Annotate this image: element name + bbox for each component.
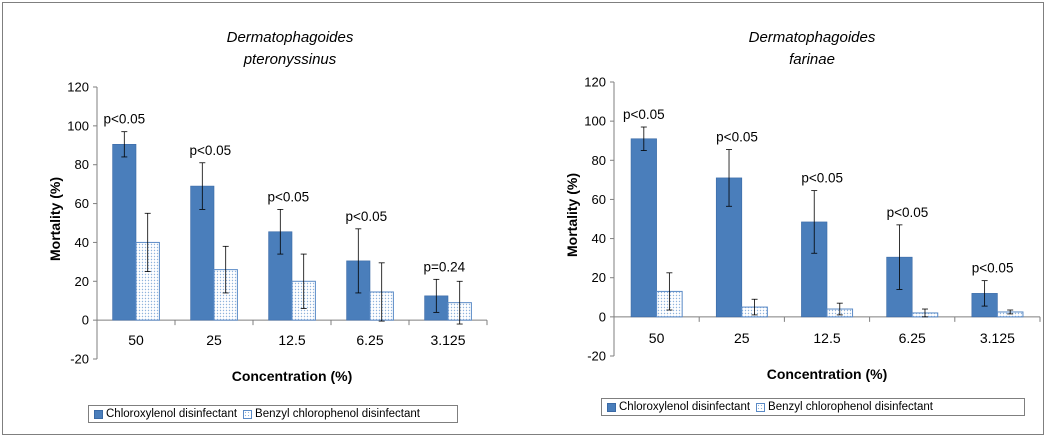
chart2-title-line: Dermatophagoides (749, 29, 876, 46)
chart2-category-label: 6.25 (899, 330, 926, 346)
chart2-y-tick-label: -20 (587, 349, 606, 364)
chart2-p-value-label: p<0.05 (716, 130, 758, 145)
legend-right: Chloroxylenol disinfectant Benzyl chloro… (601, 398, 1025, 416)
legend-label-benzyl: Benzyl chlorophenol disinfectant (255, 408, 420, 420)
chart1-x-axis-title: Concentration (%) (232, 368, 353, 384)
chart1-title-line: pteronyssinus (243, 51, 337, 68)
chart2-y-axis-title: Mortality (%) (564, 173, 580, 257)
chart2-y-tick-label: 20 (592, 270, 606, 285)
chart1-bar-chloroxylenol (112, 144, 137, 321)
chart1-y-axis-title: Mortality (%) (47, 177, 63, 261)
chart2-y-tick-label: 120 (584, 75, 606, 90)
legend-swatch-chloroxylenol (607, 402, 616, 412)
chart2-y-tick-label: 0 (599, 309, 606, 324)
chart1-category-label: 25 (206, 332, 222, 348)
chart1-p-value-label: p<0.05 (103, 112, 145, 127)
legend-swatch-chloroxylenol (94, 409, 103, 419)
legend-swatch-benzyl (243, 409, 253, 419)
legend-label-chloroxylenol: Chloroxylenol disinfectant (619, 401, 751, 413)
chart1-p-value-label: p=0.24 (423, 259, 465, 274)
chart1-title-line: Dermatophagoides (227, 29, 354, 46)
chart2-y-tick-label: 80 (592, 153, 606, 168)
legend-swatch-benzyl (756, 402, 766, 412)
legend-label-benzyl: Benzyl chlorophenol disinfectant (768, 401, 933, 413)
chart1-p-value-label: p<0.05 (345, 209, 387, 224)
legend-item-benzyl-right: Benzyl chlorophenol disinfectant (756, 401, 933, 413)
chart1-category-label: 3.125 (430, 332, 465, 348)
legend-left: Chloroxylenol disinfectant Benzyl chloro… (88, 405, 458, 423)
chart2-p-value-label: p<0.05 (887, 205, 929, 220)
chart2-category-label: 50 (649, 330, 665, 346)
chart1-y-tick-label: 40 (75, 235, 89, 250)
chart2-title-line: farinae (789, 51, 835, 68)
chart2-p-value-label: p<0.05 (801, 171, 843, 186)
chart2-p-value-label: p<0.05 (623, 107, 665, 122)
chart1-y-tick-label: 20 (75, 274, 89, 289)
chart1-y-tick-label: 0 (82, 313, 89, 328)
chart1-y-tick-label: 100 (67, 118, 89, 133)
chart2-bar-chloroxylenol (630, 138, 657, 318)
legend-item-chloroxylenol-right: Chloroxylenol disinfectant (607, 401, 750, 413)
chart2-category-label: 25 (734, 330, 750, 346)
chart1-y-tick-label: 120 (67, 80, 89, 95)
chart1-category-label: 12.5 (278, 332, 305, 348)
chart1-y-tick-label: -20 (70, 352, 89, 367)
chart1-category-label: 50 (128, 332, 144, 348)
chart1-p-value-label: p<0.05 (267, 189, 309, 204)
chart2-y-tick-label: 60 (592, 192, 606, 207)
chart2-category-label: 12.5 (813, 330, 840, 346)
chart1-y-tick-label: 60 (75, 196, 89, 211)
legend-item-chloroxylenol-left: Chloroxylenol disinfectant (94, 408, 237, 420)
legend-label-chloroxylenol: Chloroxylenol disinfectant (106, 408, 238, 420)
chart2-x-axis-title: Concentration (%) (767, 366, 888, 382)
chart2-y-tick-label: 100 (584, 114, 606, 129)
chart1-y-tick-label: 80 (75, 157, 89, 172)
chart2-y-tick-label: 40 (592, 231, 606, 246)
legend-item-benzyl-left: Benzyl chlorophenol disinfectant (243, 408, 420, 420)
chart2-p-value-label: p<0.05 (972, 261, 1014, 276)
chart2-category-label: 3.125 (980, 330, 1015, 346)
chart1-category-label: 6.25 (356, 332, 383, 348)
chart1-p-value-label: p<0.05 (189, 143, 231, 158)
